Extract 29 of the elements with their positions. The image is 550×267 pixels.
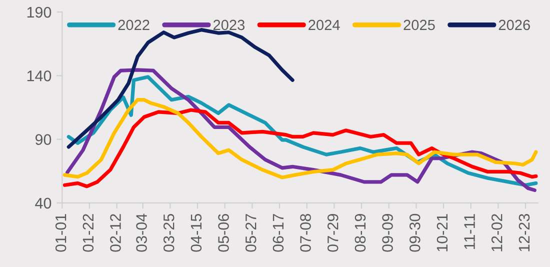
- line-series: [62, 98, 538, 180]
- x-tick-label: 03-04: [136, 214, 147, 252]
- x-tick-label: 12-02: [491, 214, 502, 252]
- x-tick-label: 07-29: [327, 214, 338, 252]
- x-tick-label: 05-06: [218, 214, 229, 252]
- x-tick-label: 05-27: [245, 214, 256, 252]
- x-tick-label: 10-21: [436, 214, 448, 252]
- x-tick-label: 01-01: [55, 214, 66, 252]
- y-tick-label: 90: [35, 134, 52, 145]
- x-tick-label: 04-15: [190, 214, 202, 252]
- x-tick-label: 02-12: [110, 214, 121, 252]
- x-tick-label: 11-11: [464, 214, 475, 249]
- x-tick-label: 09-30: [409, 214, 420, 252]
- legend-label: 2022: [118, 20, 150, 30]
- legend-label: 2025: [404, 20, 435, 30]
- legend-label: 2024: [308, 20, 340, 30]
- x-tick-label: 03-25: [163, 214, 174, 252]
- y-tick-label: 40: [35, 198, 52, 209]
- x-tick-label: 08-19: [354, 214, 366, 252]
- y-tick-label: 190: [27, 6, 52, 18]
- line-series: [62, 108, 538, 188]
- x-tick-label: 09-09: [382, 214, 393, 252]
- x-tick-label: 01-22: [82, 214, 94, 252]
- x-tick-label: 12-23: [518, 214, 530, 252]
- y-tick-label: 140: [27, 70, 52, 82]
- legend-label: 2023: [213, 20, 245, 30]
- x-tick-label: 06-17: [272, 214, 284, 252]
- legend-label: 2026: [498, 20, 530, 30]
- x-tick-label: 07-08: [300, 214, 311, 252]
